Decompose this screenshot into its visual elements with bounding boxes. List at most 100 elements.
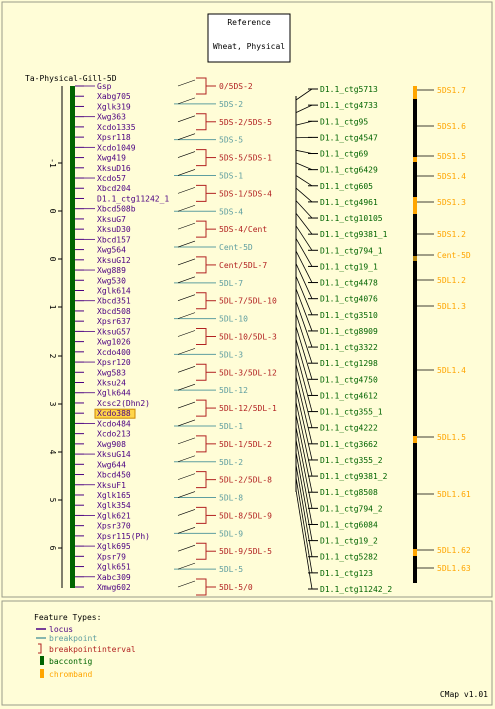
- locus-label: Xwg1026: [97, 338, 131, 347]
- locus-label: Xwg419: [97, 154, 126, 163]
- legend-label: baccontig: [49, 657, 93, 666]
- contig-connector: [295, 338, 313, 396]
- interval-bracket: [196, 435, 207, 453]
- contig-connector: [295, 162, 313, 171]
- chromband-label: 5DS1.3: [437, 198, 466, 207]
- locus-label: Xglk354: [97, 501, 131, 510]
- breakpoint-connector: [177, 527, 196, 534]
- map-title: Ta-Physical-Gill-5D: [25, 74, 117, 83]
- chromosome-bar: [413, 86, 417, 583]
- locus-label: Xglk614: [97, 286, 131, 295]
- locus-label: Xpsr79: [97, 552, 126, 561]
- locus-label: Xglk319: [97, 102, 131, 111]
- chromband-label: 5DL1.5: [437, 433, 466, 442]
- contig-connector: [295, 489, 313, 590]
- breakpoint-connector: [177, 455, 196, 463]
- contig-connector: [295, 414, 313, 493]
- contig-label: D1.1_ctg1298: [320, 359, 378, 368]
- breakpoint-label: Cent-5D: [219, 243, 253, 252]
- chromband-segment: [413, 157, 417, 162]
- locus-label: Gsp: [97, 82, 112, 91]
- locus-label: Xpsr118: [97, 133, 131, 142]
- breakpoint-label: 5DL-5: [219, 565, 243, 574]
- breakpoint-label: 5DL-8/5DL-9: [219, 511, 272, 520]
- contig-connector: [295, 326, 313, 380]
- contig-label: D1.1_ctg8508: [320, 488, 378, 497]
- locus-label: Xglk651: [97, 563, 131, 572]
- chromband-label: 5DS1.2: [437, 230, 466, 239]
- axis-tick-label: 5: [48, 498, 57, 503]
- footer-version: CMap v1.01: [440, 690, 488, 699]
- interval-bracket: [196, 184, 207, 202]
- contig-label: D1.1_ctg794_2: [320, 504, 383, 513]
- locus-label: Xbcd157: [97, 235, 131, 244]
- breakpoint-label: 5DS-5/5DS-1: [219, 154, 272, 163]
- chromband-label: 5DS1.6: [437, 122, 466, 131]
- chromband-segment: [413, 197, 417, 214]
- breakpoint-column: 0/5DS-2 5DS-2 5DS-2/5DS-5 5DS-5 5DS-5/5DS-1 5…: [174, 77, 277, 596]
- contig-connector: [295, 313, 313, 364]
- breakpoint-label: 5DL-7: [219, 279, 243, 288]
- chromband-label: 5DL1.2: [437, 276, 466, 285]
- locus-label: Xwg889: [97, 266, 126, 275]
- breakpoint-connector: [177, 133, 196, 140]
- breakpoint-label: 5DS-1/5DS-4: [219, 189, 272, 198]
- contig-connector: [295, 263, 313, 299]
- locus-column: GspXabg705Xglk319Xwg363Xcdo1335Xpsr118Xc…: [75, 82, 169, 592]
- breakpoint-connector: [177, 580, 196, 588]
- breakpoint-connector: [177, 562, 196, 570]
- locus-label: Xwg583: [97, 368, 126, 377]
- interval-bracket: [196, 506, 207, 524]
- contig-label: D1.1_ctg10105: [320, 214, 383, 223]
- breakpoint-connector: [177, 276, 196, 284]
- locus-label: Xcdo400: [97, 348, 131, 357]
- locus-label: Xpsr120: [97, 358, 131, 367]
- breakpoint-connector: [177, 240, 196, 248]
- contig-label: D1.1_ctg6084: [320, 520, 378, 529]
- breakpoint-label: 5DL-7/5DL-10: [219, 297, 277, 306]
- legend-swatch: [40, 669, 44, 678]
- locus-label: Xwg564: [97, 246, 126, 255]
- breakpoint-connector: [177, 312, 196, 319]
- contig-label: D1.1_ctg11242_2: [320, 585, 392, 594]
- breakpoint-label: 5DL-9/5DL-5: [219, 547, 272, 556]
- locus-label: Xpsr370: [97, 522, 131, 531]
- locus-label: Xcdo57: [97, 174, 126, 183]
- locus-label: Xbcd351: [97, 297, 131, 306]
- contig-label: D1.1_ctg355_1: [320, 408, 383, 417]
- title-line-2: Wheat, Physical: [213, 42, 285, 51]
- breakpoint-connector: [177, 222, 196, 230]
- contig-connector: [295, 301, 313, 348]
- contig-label: D1.1_ctg69: [320, 150, 368, 159]
- locus-label: XksuG7: [97, 215, 126, 224]
- contig-label: D1.1_ctg19_1: [320, 262, 378, 271]
- breakpoint-label: 5DL-2/5DL-8: [219, 476, 272, 485]
- contig-connector: [295, 212, 313, 235]
- breakpoint-connector: [177, 419, 196, 427]
- main-frame: [1, 1, 493, 598]
- breakpoint-label: 5DL-2: [219, 458, 243, 467]
- contig-connector: [295, 200, 313, 219]
- breakpoint-connector: [177, 204, 196, 212]
- interval-bracket: [196, 256, 207, 274]
- breakpoint-connector: [177, 187, 196, 194]
- locus-label: XksuD16: [97, 164, 131, 173]
- locus-label: Xcdo484: [97, 419, 131, 428]
- contig-label: D1.1_ctg19_2: [320, 537, 378, 546]
- contig-label: D1.1_ctg4733: [320, 101, 378, 110]
- interval-bracket: [196, 328, 207, 345]
- contig-connector: [295, 477, 313, 573]
- locus-label: XksuG12: [97, 256, 131, 265]
- breakpoint-connector: [177, 258, 196, 266]
- contig-label: D1.1_ctg4750: [320, 375, 378, 384]
- breakpoint-connector: [177, 401, 196, 409]
- breakpoint-connector: [177, 348, 196, 355]
- legend-swatch: [40, 656, 44, 665]
- contig-label: D1.1_ctg355_2: [320, 456, 383, 465]
- interval-bracket: [196, 542, 207, 560]
- breakpoint-connector: [177, 79, 196, 87]
- breakpoint-connector: [177, 366, 196, 373]
- contig-connector: [295, 104, 313, 113]
